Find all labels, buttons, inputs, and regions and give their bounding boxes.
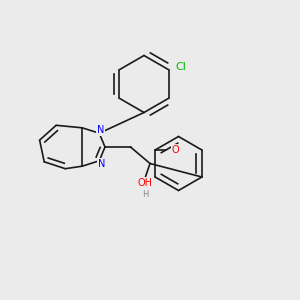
Text: O: O: [172, 145, 179, 155]
Text: N: N: [98, 159, 105, 169]
Text: H: H: [142, 190, 148, 199]
Text: Cl: Cl: [175, 62, 186, 72]
Text: N: N: [97, 124, 104, 135]
Text: OH: OH: [137, 178, 152, 188]
